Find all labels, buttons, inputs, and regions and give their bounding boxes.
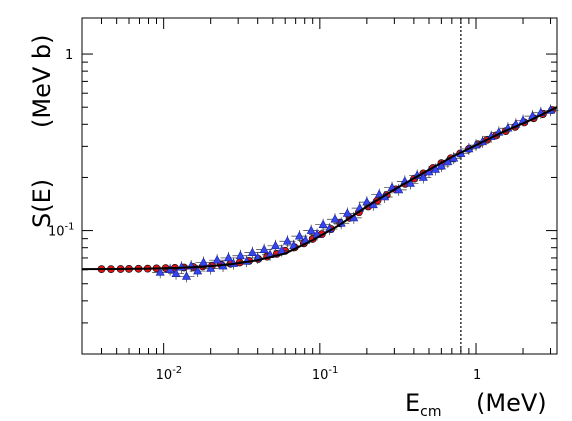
fit-curve [81,106,558,271]
data-point [181,271,191,280]
tick-labels: 10-2 10-1 1 10-1 1 [48,48,481,383]
y-axis-title-unit: (MeV b) [28,35,56,128]
y-axis-title-main: S(E) [28,179,56,228]
data-point [294,231,304,240]
data-point [270,240,280,250]
data-point [436,160,446,170]
series-1 [97,106,556,274]
data-point [155,267,165,276]
data-point [171,268,181,277]
y-tick-label: 1 [65,48,73,63]
svg-text:Ecm: Ecm [405,389,442,420]
data-point [282,236,292,245]
data-point [223,252,233,262]
data-point [259,244,269,253]
plot-frame [81,17,558,355]
x-tick-label: 10-1 [312,365,339,383]
y-tick-label: 10-1 [48,222,75,240]
data-point [247,247,257,256]
data-point [212,255,222,264]
x-tick-label: 10-2 [156,365,183,383]
data-point [318,219,328,228]
series-2 [152,104,559,283]
data-point [330,214,340,223]
data-point [306,225,316,234]
x-tick-label: 1 [473,368,481,383]
data-point [418,172,428,181]
axis-ticks [81,18,557,355]
data-point [206,263,216,272]
data-point [199,257,209,266]
x-axis-title: Ecm (MeV) [405,389,547,420]
x-axis-title-main: E [405,389,420,417]
data-point [235,250,245,260]
data-point [374,189,384,198]
x-axis-title-subscript: cm [420,404,441,420]
data-series [97,104,559,283]
data-point [193,265,203,275]
x-axis-title-unit: (MeV) [476,389,547,417]
data-point [342,208,352,217]
data-point [405,178,415,187]
